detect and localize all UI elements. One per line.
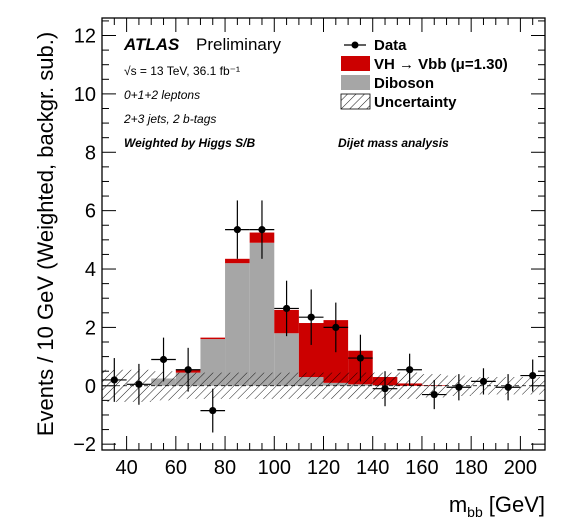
diboson-bar — [249, 242, 275, 386]
data-point — [200, 388, 226, 433]
x-axis-label-sub: bb — [467, 504, 483, 520]
x-tick-label: 100 — [258, 457, 291, 479]
y-tick-label: 8 — [85, 142, 96, 164]
data-point — [495, 374, 521, 401]
y-tick-label: 2 — [85, 317, 96, 339]
data-marker — [455, 383, 463, 391]
x-tick-label: 40 — [115, 457, 137, 479]
analysis-label: Dijet mass analysis — [338, 136, 449, 150]
data-points — [102, 200, 545, 433]
data-point — [323, 302, 349, 353]
data-marker — [282, 304, 291, 313]
data-point — [225, 200, 250, 259]
data-marker — [406, 366, 414, 374]
legend-label-vh: VH → Vbb (μ=1.30) — [374, 56, 508, 73]
data-marker — [307, 313, 315, 321]
y-tick-label: 6 — [85, 201, 96, 223]
x-tick-label: 80 — [214, 457, 236, 479]
data-point — [151, 337, 176, 382]
legend: Data VH → Vbb (μ=1.30) Diboson Uncertain… — [340, 37, 508, 111]
data-marker — [184, 366, 192, 374]
diboson-bar — [225, 263, 250, 386]
uncertainty-band — [102, 369, 545, 402]
data-marker — [159, 355, 168, 364]
x-tick-label: 200 — [504, 457, 537, 479]
energy-label: √s = 13 TeV, 36.1 fb⁻¹ — [124, 64, 240, 78]
data-point — [102, 358, 127, 402]
histogram-bars — [151, 232, 447, 386]
x-tick-label: 120 — [307, 457, 340, 479]
x-tick-label: 180 — [454, 457, 487, 479]
vh-bar — [225, 258, 250, 264]
data-marker — [529, 371, 537, 380]
y-tick-label: 12 — [74, 26, 96, 48]
data-marker — [233, 226, 241, 234]
x-tick-label: 160 — [405, 457, 438, 479]
x-axis-label-unit: [GeV] — [489, 492, 545, 517]
leptons-label: 0+1+2 leptons — [124, 88, 200, 102]
y-tick-label: −2 — [73, 434, 96, 456]
data-marker — [110, 376, 118, 384]
data-point — [372, 371, 398, 407]
data-marker — [430, 390, 438, 399]
data-marker — [332, 323, 340, 332]
legend-label-diboson: Diboson — [374, 75, 434, 92]
vh-bar — [200, 337, 226, 340]
data-marker — [504, 383, 512, 391]
atlas-label: ATLAS — [123, 35, 180, 54]
legend-item-vh: VH → Vbb (μ=1.30) — [341, 56, 508, 73]
data-point — [421, 379, 447, 410]
x-tick-label: 60 — [165, 457, 187, 479]
legend-label-uncertainty: Uncertainty — [374, 94, 457, 111]
x-axis-label-main: m — [449, 492, 467, 517]
y-axis-label: Events / 10 GeV (Weighted, backgr. sub.) — [33, 32, 58, 436]
svg-text:mbb[GeV]: mbb [GeV] — [449, 492, 545, 520]
data-point — [126, 363, 152, 405]
weighted-label: Weighted by Higgs S/B — [124, 136, 255, 150]
x-tick-label: 140 — [356, 457, 389, 479]
annotations: ATLAS Preliminary √s = 13 TeV, 36.1 fb⁻¹… — [123, 35, 449, 150]
data-marker — [209, 406, 217, 415]
x-axis-label: mbb [GeV] — [449, 492, 545, 520]
data-point — [274, 280, 299, 337]
data-point — [348, 334, 373, 382]
y-tick-label: 10 — [74, 84, 96, 106]
data-marker — [135, 380, 143, 388]
data-marker — [479, 377, 488, 386]
x-axis-ticks: 40 60 80 100 120 140 160 180 200 — [101, 18, 546, 479]
legend-item-uncertainty: Uncertainty — [340, 93, 457, 111]
data-marker — [356, 354, 365, 362]
y-tick-label: 0 — [85, 376, 96, 398]
data-point — [397, 353, 422, 386]
data-point — [471, 368, 496, 395]
legend-item-diboson: Diboson — [341, 75, 434, 92]
y-axis-ticks: −2 0 2 4 6 8 10 12 — [73, 20, 545, 456]
data-point — [446, 374, 472, 401]
data-point — [175, 347, 201, 392]
data-marker — [258, 226, 266, 234]
preliminary-label: Preliminary — [196, 35, 282, 54]
y-tick-label: 4 — [85, 259, 96, 281]
jets-label: 2+3 jets, 2 b-tags — [123, 112, 216, 126]
data-marker — [381, 385, 389, 393]
data-point — [249, 200, 275, 259]
data-point — [298, 289, 324, 345]
legend-label-data: Data — [374, 37, 407, 54]
legend-item-data: Data — [344, 37, 407, 54]
